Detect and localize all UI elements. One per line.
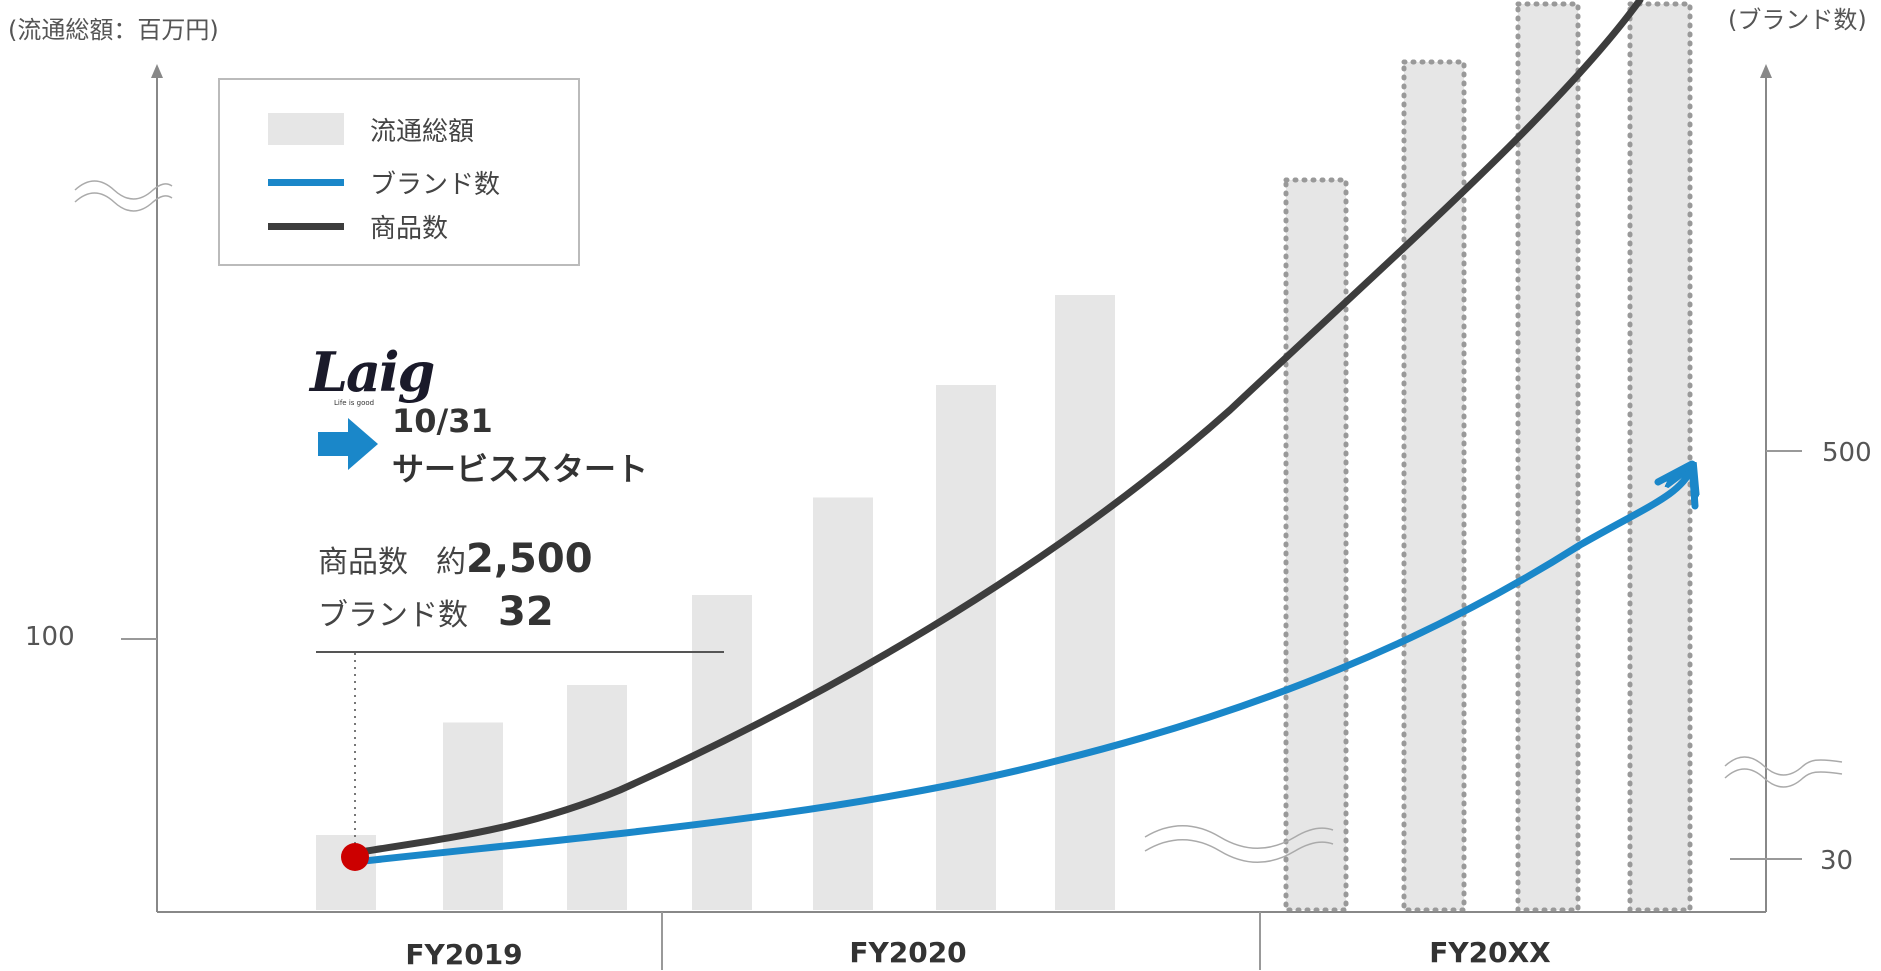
stat-brands-value: 32: [498, 589, 554, 635]
legend-label-items: 商品数: [370, 213, 449, 244]
bar-gmv: [813, 497, 873, 910]
right-tick-label: 30: [1820, 846, 1854, 876]
service-start-date: 10/31: [392, 402, 493, 440]
legend-swatch-items: [268, 222, 344, 230]
legend: 流通総額 ブランド数 商品数: [218, 78, 580, 266]
stat-brands: ブランド数 32: [318, 589, 554, 635]
period-label-fy2020: FY2020: [849, 936, 967, 969]
left-axis-label: (流通総額：百万円): [8, 16, 219, 44]
bar-gmv-projected: [1283, 177, 1349, 913]
bar-gmv: [1055, 295, 1115, 910]
series-line-items: [351, 0, 1644, 857]
axis-break-bars: [1144, 825, 1334, 863]
bar-gmv-projected: [1401, 59, 1467, 913]
left-tick-label: 100: [25, 622, 75, 652]
stat-items-prefix: 約: [436, 545, 466, 580]
series-line-brands: [351, 468, 1692, 866]
brand-arrow-head: [1654, 460, 1699, 510]
legend-item-gmv: 流通総額: [268, 112, 475, 147]
stat-items: 商品数 約2,500: [318, 536, 593, 582]
period-label-fy2019: FY2019: [405, 938, 523, 971]
right-tick-label: 500: [1822, 438, 1872, 468]
legend-item-brands: ブランド数: [268, 165, 501, 200]
axis-break-left: [74, 180, 173, 212]
legend-label-gmv: 流通総額: [370, 116, 475, 147]
right-arrow-icon: [318, 418, 378, 470]
bar-gmv: [443, 722, 503, 910]
annotation-divider: [316, 651, 724, 653]
start-point-marker: [341, 843, 369, 871]
stat-items-value: 2,500: [466, 536, 593, 582]
left-axis-arrow: [151, 64, 163, 78]
laig-logo: Laig: [310, 340, 435, 404]
legend-item-items: 商品数: [268, 209, 449, 244]
stat-items-label: 商品数: [318, 545, 408, 580]
lines-layer: [341, 0, 1695, 871]
legend-swatch-gmv: [268, 113, 344, 145]
stat-brands-label: ブランド数: [318, 598, 468, 633]
legend-label-brands: ブランド数: [370, 169, 501, 200]
laig-logo-tagline: Life is good: [334, 399, 375, 407]
bar-gmv-projected: [1627, 1, 1693, 913]
axes-layer: [74, 64, 1843, 970]
bar-gmv: [936, 385, 996, 910]
axis-break-right: [1724, 756, 1843, 788]
right-axis-arrow: [1760, 64, 1772, 78]
service-start-text: サービススタート: [392, 450, 649, 488]
period-label-fy20xx: FY20XX: [1429, 936, 1551, 969]
bar-gmv: [316, 835, 376, 910]
right-axis-label: (ブランド数): [1728, 6, 1867, 34]
bar-gmv-projected: [1515, 1, 1581, 913]
bars-layer: [316, 1, 1693, 913]
legend-swatch-brands: [268, 178, 344, 186]
